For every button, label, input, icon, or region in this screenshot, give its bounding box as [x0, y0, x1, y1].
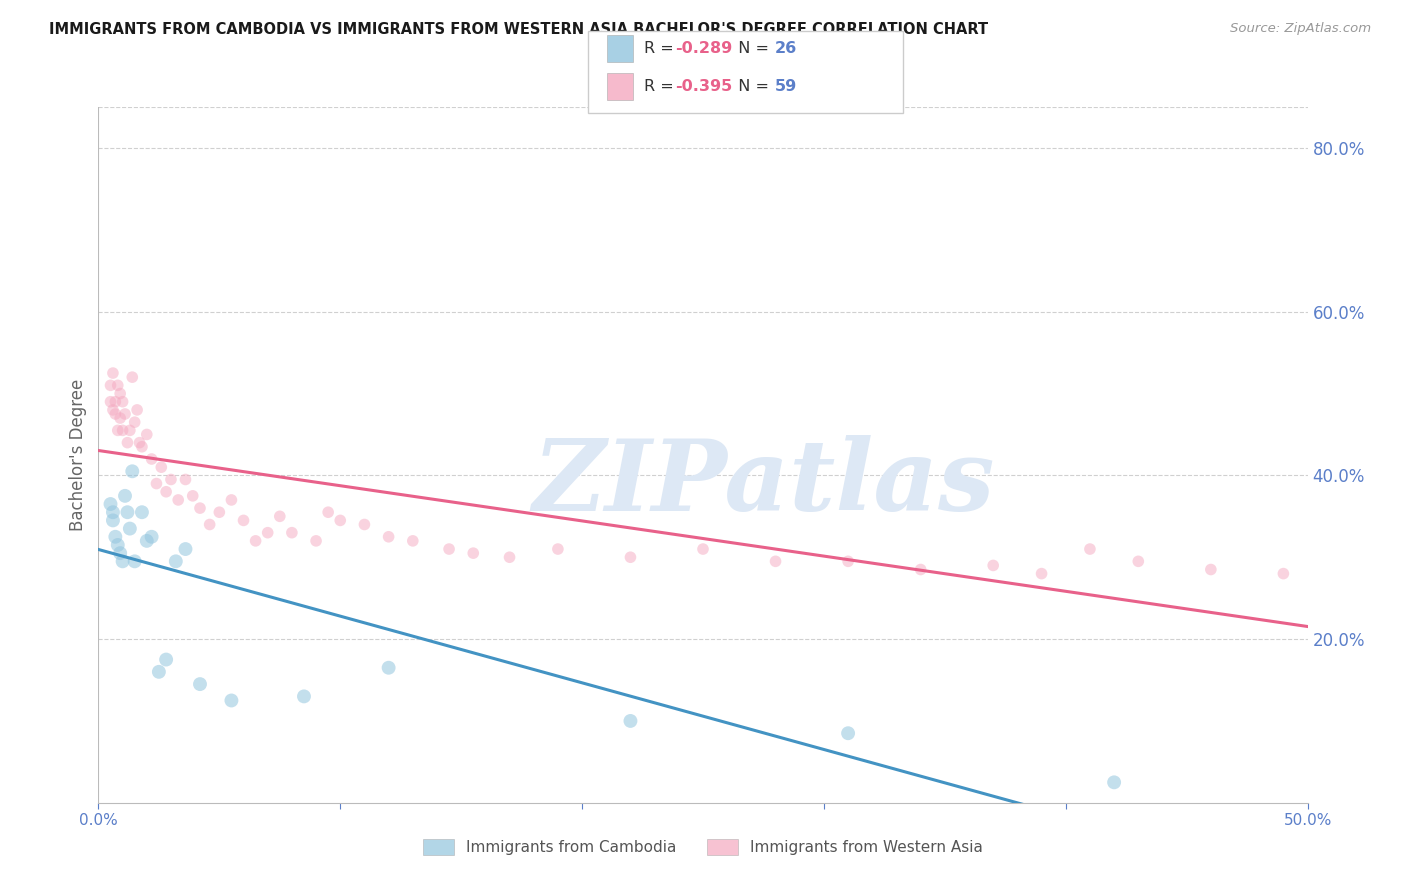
Point — [121, 370, 143, 384]
Point — [1128, 554, 1150, 568]
Point — [619, 714, 641, 728]
Text: R =: R = — [644, 41, 679, 56]
Point — [221, 693, 243, 707]
Text: -0.395: -0.395 — [675, 78, 733, 94]
Point — [150, 460, 173, 475]
Point — [108, 546, 131, 560]
Point — [127, 403, 149, 417]
Point — [281, 525, 304, 540]
Text: Source: ZipAtlas.com: Source: ZipAtlas.com — [1230, 22, 1371, 36]
Point — [141, 530, 163, 544]
Point — [1078, 542, 1101, 557]
Point — [128, 435, 150, 450]
Point — [1199, 562, 1222, 576]
Point — [165, 554, 187, 568]
Point — [174, 542, 197, 557]
Point — [111, 423, 134, 437]
Point — [155, 652, 177, 666]
Point — [107, 538, 129, 552]
Point — [437, 542, 460, 557]
Point — [131, 505, 153, 519]
Point — [837, 554, 859, 568]
Point — [135, 427, 157, 442]
Point — [269, 509, 291, 524]
Point — [117, 505, 139, 519]
Point — [104, 407, 127, 421]
Point — [981, 558, 1004, 573]
Text: 26: 26 — [775, 41, 797, 56]
Point — [463, 546, 485, 560]
Point — [100, 394, 122, 409]
Point — [100, 497, 122, 511]
Point — [117, 435, 139, 450]
Point — [837, 726, 859, 740]
Point — [377, 530, 399, 544]
Point — [107, 423, 129, 437]
Point — [245, 533, 267, 548]
Point — [353, 517, 375, 532]
Point — [118, 423, 141, 437]
Point — [1272, 566, 1295, 581]
Point — [174, 473, 197, 487]
Point — [292, 690, 315, 704]
Point — [101, 513, 124, 527]
Point — [148, 665, 170, 679]
Point — [135, 533, 157, 548]
Point — [108, 411, 131, 425]
Point — [121, 464, 143, 478]
Point — [232, 513, 254, 527]
Point — [107, 378, 129, 392]
Y-axis label: Bachelor's Degree: Bachelor's Degree — [69, 379, 87, 531]
Text: 59: 59 — [775, 78, 797, 94]
Point — [198, 517, 221, 532]
Point — [329, 513, 352, 527]
Point — [316, 505, 339, 519]
Point — [498, 550, 520, 565]
Point — [101, 366, 124, 380]
Text: N =: N = — [728, 78, 775, 94]
Text: ZIPatlas: ZIPatlas — [533, 434, 994, 531]
Point — [155, 484, 177, 499]
Point — [188, 501, 211, 516]
Point — [104, 530, 127, 544]
Point — [256, 525, 278, 540]
Point — [101, 403, 124, 417]
Point — [124, 554, 146, 568]
Text: R =: R = — [644, 78, 679, 94]
Point — [111, 394, 134, 409]
Point — [208, 505, 231, 519]
Point — [188, 677, 211, 691]
Point — [124, 415, 146, 429]
Point — [547, 542, 569, 557]
Point — [167, 492, 190, 507]
Point — [221, 492, 243, 507]
Point — [910, 562, 932, 576]
Point — [377, 661, 399, 675]
Text: IMMIGRANTS FROM CAMBODIA VS IMMIGRANTS FROM WESTERN ASIA BACHELOR'S DEGREE CORRE: IMMIGRANTS FROM CAMBODIA VS IMMIGRANTS F… — [49, 22, 988, 37]
Text: -0.289: -0.289 — [675, 41, 733, 56]
Point — [402, 533, 425, 548]
Point — [111, 554, 134, 568]
Point — [118, 522, 141, 536]
Point — [114, 489, 136, 503]
Point — [101, 505, 124, 519]
Point — [108, 386, 131, 401]
Point — [160, 473, 183, 487]
Point — [181, 489, 204, 503]
Point — [692, 542, 714, 557]
Point — [305, 533, 328, 548]
Point — [1031, 566, 1053, 581]
Point — [114, 407, 136, 421]
Legend: Immigrants from Cambodia, Immigrants from Western Asia: Immigrants from Cambodia, Immigrants fro… — [418, 833, 988, 862]
Point — [104, 394, 127, 409]
Point — [141, 452, 163, 467]
Point — [131, 440, 153, 454]
Point — [145, 476, 167, 491]
Point — [100, 378, 122, 392]
Text: N =: N = — [728, 41, 775, 56]
Point — [619, 550, 641, 565]
Point — [1102, 775, 1125, 789]
Point — [765, 554, 787, 568]
